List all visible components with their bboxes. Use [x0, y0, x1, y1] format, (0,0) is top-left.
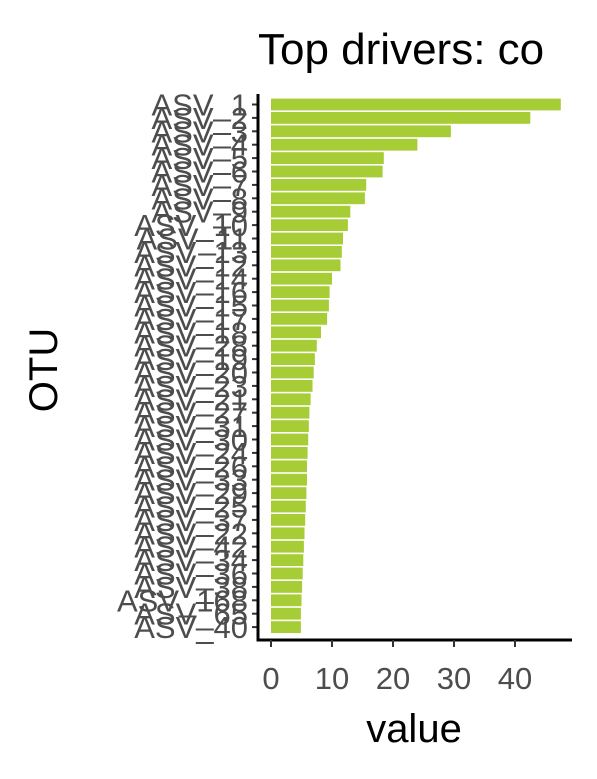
- bar-asv-15: [271, 299, 329, 312]
- y-tick-label: ASV_10: [134, 208, 248, 243]
- y-tick-label: ASV_29: [134, 476, 248, 511]
- bar-asv-28: [271, 339, 317, 352]
- y-tick-label: ASV_12: [134, 248, 248, 283]
- y-tick-label: ASV_17: [134, 302, 248, 337]
- y-tick-label: ASV_19: [134, 342, 248, 377]
- bar-asv-10: [271, 219, 348, 231]
- bar-asv-19: [271, 353, 315, 365]
- x-tick-label: 20: [376, 661, 410, 696]
- bar-asv-22: [271, 527, 305, 540]
- x-axis: 0 10 20 30 40: [256, 638, 572, 696]
- bar-asv-65: [271, 607, 301, 620]
- y-tick-label: ASV_28: [134, 329, 248, 364]
- y-tick-label: ASV_11: [137, 222, 248, 257]
- bar-asv-26: [271, 460, 307, 473]
- bar-asv-2: [271, 112, 531, 124]
- bar-asv-36: [271, 567, 303, 580]
- y-tick-label: ASV_31: [134, 409, 248, 444]
- y-tick-label: ASV_18: [134, 315, 248, 350]
- y-tick-label: ASV_16: [134, 275, 248, 310]
- bar-asv-5: [271, 152, 384, 164]
- bar-asv-33: [271, 473, 307, 486]
- bar-asv-8: [271, 192, 365, 205]
- y-tick-label: ASV_6: [151, 155, 248, 190]
- y-tick-label: ASV_27: [134, 396, 248, 431]
- bar-asv-38: [271, 581, 303, 593]
- y-tick-label: ASV_34: [134, 543, 248, 578]
- y-tick-label: ASV_9: [151, 195, 248, 230]
- bar-asv-40: [271, 621, 301, 633]
- bar-asv-20: [271, 366, 314, 379]
- y-tick-label: ASV_3: [151, 114, 248, 149]
- bar-asv-25: [271, 500, 306, 513]
- bar-asv-23: [271, 380, 313, 392]
- x-axis-title: value: [366, 707, 462, 751]
- y-tick-label: ASV_20: [134, 356, 248, 391]
- y-tick-label: ASV_36: [134, 557, 248, 592]
- y-tick-label: ASV_40: [134, 610, 248, 645]
- bar-asv-30: [271, 433, 309, 446]
- bar-asv-24: [271, 447, 308, 459]
- bar-asv-11: [271, 232, 343, 245]
- y-tick-label: ASV_5: [151, 141, 248, 176]
- y-tick-label: ASV_65: [134, 597, 248, 632]
- y-tick-label: ASV_25: [134, 490, 248, 525]
- bar-asv-31: [271, 420, 309, 432]
- y-axis-title: OTU: [22, 328, 66, 412]
- x-tick-label: 40: [498, 661, 532, 696]
- x-tick-label: 30: [437, 661, 471, 696]
- y-tick-label: ASV_22: [134, 516, 248, 551]
- y-tick-label: ASV_26: [134, 449, 248, 484]
- y-tick-label: ASV_168: [117, 583, 248, 618]
- y-tick-label: ASV_7: [151, 168, 248, 203]
- bar-asv-4: [271, 138, 418, 151]
- bar-asv-3: [271, 125, 451, 138]
- y-tick-label: ASV_37: [134, 503, 248, 538]
- y-tick-label: ASV_13: [134, 235, 248, 270]
- y-tick-label: ASV_42: [134, 530, 248, 565]
- bar-asv-13: [271, 246, 342, 258]
- bar-asv-16: [271, 286, 330, 298]
- bar-asv-14: [271, 272, 332, 285]
- bar-asv-6: [271, 165, 383, 178]
- bar-asv-9: [271, 205, 351, 218]
- bar-asv-42: [271, 540, 304, 553]
- bar-asv-17: [271, 313, 328, 325]
- y-tick-label: ASV_14: [134, 262, 248, 297]
- bar-asv-21: [271, 393, 311, 406]
- bar-asv-34: [271, 554, 304, 566]
- bar-asv-1: [271, 98, 561, 111]
- y-tick-label: ASV_23: [134, 369, 248, 404]
- bar-asv-37: [271, 514, 306, 526]
- bar-asv-18: [271, 326, 321, 339]
- bar-asv-7: [271, 179, 367, 191]
- y-tick-label: ASV_30: [134, 423, 248, 458]
- bar-asv-29: [271, 487, 307, 499]
- x-tick-label: 0: [262, 661, 279, 696]
- y-tick-labels: ASV_1ASV_2ASV_3ASV_4ASV_5ASV_6ASV_7ASV_8…: [117, 88, 248, 646]
- y-tick-label: ASV_24: [134, 436, 248, 471]
- y-tick-label: ASV_8: [151, 181, 248, 216]
- y-tick-label: ASV_4: [151, 128, 248, 163]
- y-tick-label: ASV_15: [134, 289, 248, 324]
- bar-asv-168: [271, 594, 302, 607]
- bars-group: [271, 98, 561, 633]
- bar-asv-12: [271, 259, 341, 272]
- y-tick-label: ASV_21: [134, 382, 248, 417]
- y-tick-label: ASV_33: [134, 463, 248, 498]
- y-tick-label: ASV_2: [151, 101, 248, 136]
- bar-asv-27: [271, 406, 310, 419]
- chart-title: Top drivers: co: [258, 25, 544, 74]
- y-tick-label: ASV_1: [151, 88, 248, 123]
- x-tick-label: 10: [315, 661, 349, 696]
- y-tick-label: ASV_38: [134, 570, 248, 605]
